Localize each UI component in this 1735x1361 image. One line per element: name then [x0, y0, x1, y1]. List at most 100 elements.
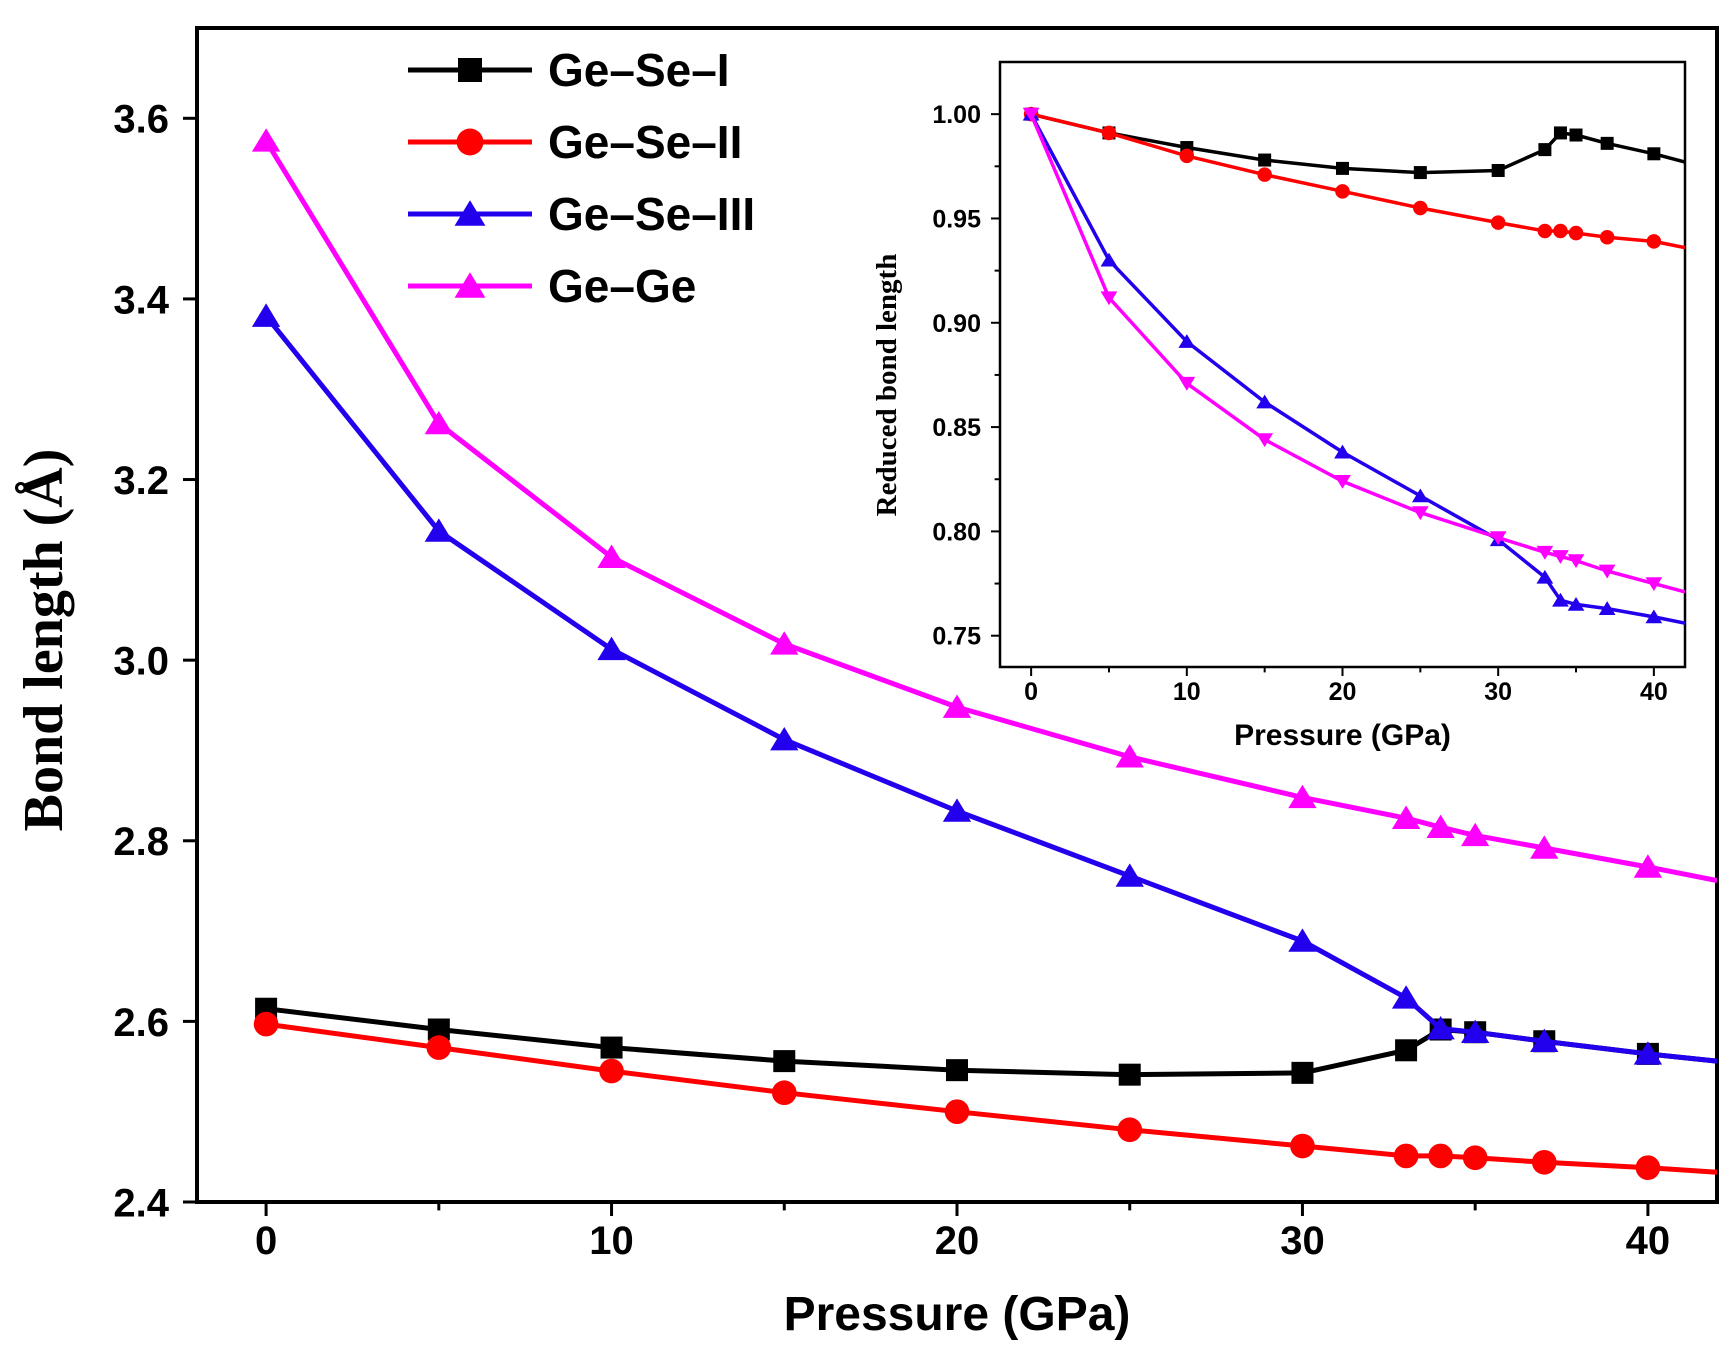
main-series-1-point-7	[1393, 1143, 1419, 1169]
inset-x-tick-label: 30	[1484, 678, 1512, 706]
inset-series-0-point-11	[1647, 147, 1661, 161]
main-series-3-point-10	[1530, 835, 1559, 859]
main-series-2-point-6	[1288, 928, 1317, 952]
inset-series-1-point-5	[1413, 200, 1428, 216]
inset-series-1-point-3	[1257, 167, 1272, 182]
main-series-1-point-1	[426, 1035, 452, 1060]
inset-series-1-point-7	[1537, 223, 1553, 239]
main-series-2-point-10	[1530, 1028, 1559, 1053]
main-series-3-point-7	[1391, 805, 1421, 829]
inset-series-3-point-1	[1100, 291, 1118, 306]
main-series-2-point-4	[942, 798, 972, 822]
main-series-0-point-4	[946, 1059, 968, 1082]
inset-series-1-point-2	[1179, 148, 1195, 164]
main-y-axis-label: Bond length (Å)	[13, 449, 75, 832]
inset-series-3-point-3	[1256, 433, 1274, 448]
inset-series-0-point-9	[1569, 128, 1583, 142]
main-series-0-point-1	[427, 1018, 450, 1041]
main-series-2-point-9	[1461, 1019, 1490, 1043]
main-series-3-point-11	[1633, 854, 1663, 878]
inset-y-tick-label: 0.80	[932, 518, 981, 546]
inset-series-1-point-10	[1599, 229, 1615, 245]
main-x-tick-label: 20	[935, 1219, 980, 1263]
inset-series-1-point-6	[1490, 215, 1506, 230]
main-series-2-point-1	[424, 518, 453, 542]
main-series-1-point-3	[771, 1080, 797, 1106]
inset-series-3-point-8	[1552, 550, 1569, 564]
inset-series-2-point-2	[1178, 334, 1196, 348]
inset-y-tick-label: 1.00	[932, 101, 981, 129]
inset-x-axis-label: Pressure (GPa)	[1234, 719, 1451, 752]
inset-series-2-point-9	[1567, 596, 1585, 611]
inset-x-tick-label: 40	[1640, 678, 1668, 706]
legend-item-0: Ge–Se–I	[408, 44, 730, 96]
inset-series-2-point-5	[1411, 488, 1429, 503]
main-series-1-point-9	[1462, 1145, 1488, 1171]
inset-x-tick-label: 0	[1024, 678, 1038, 706]
main-series-0-point-3	[773, 1050, 796, 1073]
main-series-1-point-5	[1117, 1117, 1143, 1143]
inset-series-2-point-10	[1598, 601, 1616, 615]
main-y-tick-label: 2.8	[113, 820, 169, 864]
main-series-3-point-0	[251, 128, 281, 152]
inset-series-3-point-0	[1022, 107, 1040, 122]
main-series-3-point-2	[597, 544, 626, 568]
main-series-3-point-3	[770, 631, 799, 655]
main-series-2-point-2	[597, 636, 626, 661]
main-series-2-point-8	[1426, 1015, 1455, 1040]
inset-series-0-point-4	[1336, 161, 1349, 175]
main-series-1-point-2	[599, 1058, 624, 1084]
inset-y-tick-label: 0.90	[932, 310, 981, 338]
legend-marker-1	[456, 128, 484, 156]
legend-item-3: Ge–Ge	[408, 260, 696, 312]
inset-series-0-point-6	[1491, 163, 1505, 177]
inset-series-2-point-7	[1536, 569, 1554, 584]
inset-series-1-point-9	[1568, 225, 1584, 241]
inset-series-1-point-11	[1646, 234, 1662, 249]
legend-marker-2	[454, 200, 486, 226]
inset-panel: 0 10 20 30 40 0.75 0.80 0.85 0.90 0.95 1.00 Pressur…	[871, 60, 1687, 752]
main-series-2-point-3	[770, 726, 799, 751]
inset-x-tick-label: 20	[1329, 678, 1357, 706]
main-series-1-point-6	[1290, 1133, 1315, 1159]
main-series-2-point-11	[1633, 1041, 1663, 1065]
inset-series-0-point-10	[1600, 136, 1614, 150]
main-series-2-point-0	[251, 303, 281, 327]
main-x-tick-label: 30	[1280, 1219, 1325, 1263]
inset-series-0-point-8	[1553, 126, 1567, 140]
main-series-group	[251, 128, 1717, 1181]
inset-series-3-point-7	[1536, 545, 1554, 560]
main-series-2-point-5	[1115, 863, 1144, 887]
main-series-0-point-2	[600, 1036, 623, 1059]
inset-series-0-point-3	[1258, 153, 1272, 167]
inset-x-tick-label: 10	[1173, 678, 1201, 706]
main-series-3-point-5	[1115, 744, 1144, 768]
inset-y-axis-label: Reduced bond length	[871, 254, 903, 517]
main-series-3-point-9	[1461, 822, 1490, 847]
inset-series-3-point-4	[1334, 474, 1351, 489]
inset-series-3-point-9	[1567, 554, 1585, 569]
inset-series-1-point-4	[1335, 184, 1350, 199]
legend-label-2: Ge–Se–III	[548, 188, 755, 240]
legend-marker-3	[454, 272, 486, 298]
main-x-tick-label: 40	[1626, 1219, 1671, 1263]
legend-item-1: Ge–Se–II	[408, 116, 742, 168]
main-x-tick-label: 10	[589, 1219, 634, 1263]
inset-series-2-point-4	[1334, 444, 1351, 459]
inset-y-tick-label: 0.75	[932, 623, 981, 651]
main-series-1-point-11	[1635, 1155, 1661, 1181]
main-series-1-point-8	[1428, 1143, 1453, 1169]
main-series-3-point-4	[942, 694, 972, 718]
main-series-1-point-10	[1531, 1149, 1557, 1175]
main-x-axis-label: Pressure (GPa)	[784, 1288, 1131, 1341]
inset-series-2-point-3	[1256, 394, 1274, 409]
main-x-tick-label: 0	[255, 1219, 277, 1263]
main-series-1-point-4	[944, 1099, 970, 1125]
main-series-0-point-7	[1395, 1039, 1418, 1062]
main-y-tick-label: 2.6	[113, 1001, 169, 1045]
inset-series-2-point-1	[1100, 252, 1118, 267]
main-series-1-point-0	[253, 1011, 279, 1037]
inset-series-3-point-5	[1411, 506, 1429, 521]
inset-series-3-point-6	[1489, 531, 1507, 546]
